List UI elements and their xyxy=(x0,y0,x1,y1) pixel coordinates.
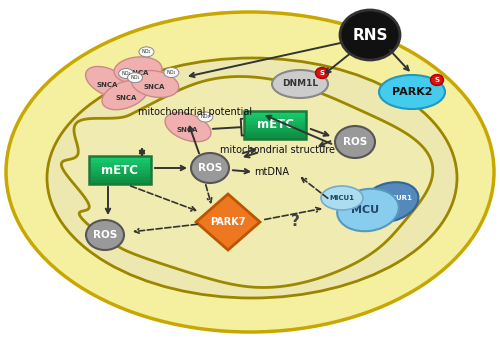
Bar xyxy=(89,166,151,167)
Text: S: S xyxy=(320,70,324,76)
Bar xyxy=(244,118,306,119)
Bar xyxy=(89,163,151,165)
Bar xyxy=(244,133,306,135)
Text: NO₂: NO₂ xyxy=(142,49,151,54)
Ellipse shape xyxy=(430,74,444,85)
Text: mitochondrial potential: mitochondrial potential xyxy=(138,107,252,117)
Bar xyxy=(89,169,151,170)
Bar xyxy=(89,175,151,177)
Polygon shape xyxy=(62,76,433,288)
Ellipse shape xyxy=(165,112,211,142)
Ellipse shape xyxy=(139,47,154,57)
Text: ROS: ROS xyxy=(93,230,117,240)
Text: PARK7: PARK7 xyxy=(210,217,246,227)
Text: MCU: MCU xyxy=(351,205,379,215)
Ellipse shape xyxy=(321,186,363,210)
Bar xyxy=(89,174,151,175)
Bar xyxy=(244,138,306,139)
Text: NO₂: NO₂ xyxy=(130,75,140,80)
Bar xyxy=(89,180,151,181)
Bar xyxy=(89,173,151,174)
Polygon shape xyxy=(196,194,260,250)
Text: mitochondrial structure: mitochondrial structure xyxy=(220,145,336,155)
Text: ROS: ROS xyxy=(343,137,367,147)
Ellipse shape xyxy=(272,70,328,98)
Bar xyxy=(244,121,306,122)
Bar xyxy=(244,135,306,136)
Text: mETC: mETC xyxy=(102,164,138,176)
Bar xyxy=(89,156,151,184)
Ellipse shape xyxy=(379,75,445,109)
Text: DNM1L: DNM1L xyxy=(282,80,318,88)
Bar xyxy=(89,162,151,163)
Ellipse shape xyxy=(191,153,229,183)
Text: mETC: mETC xyxy=(256,119,294,132)
Bar xyxy=(244,128,306,129)
Ellipse shape xyxy=(316,68,328,79)
Ellipse shape xyxy=(102,80,148,110)
Bar xyxy=(89,171,151,173)
Text: S: S xyxy=(434,77,440,83)
Bar xyxy=(244,114,306,115)
Bar xyxy=(244,129,306,131)
Bar xyxy=(244,111,306,139)
Bar xyxy=(244,117,306,118)
Ellipse shape xyxy=(86,220,124,250)
Text: SNCA: SNCA xyxy=(128,70,149,76)
Bar xyxy=(89,178,151,180)
Bar xyxy=(244,119,306,121)
Text: PARK2: PARK2 xyxy=(392,87,432,97)
Bar xyxy=(244,136,306,138)
Bar xyxy=(89,160,151,162)
Bar xyxy=(89,181,151,183)
Ellipse shape xyxy=(86,66,130,98)
Ellipse shape xyxy=(164,68,179,78)
Bar xyxy=(89,156,151,157)
Bar xyxy=(244,111,306,113)
Text: SNCA: SNCA xyxy=(144,84,165,90)
Text: ROS: ROS xyxy=(198,163,222,173)
Text: SNCA: SNCA xyxy=(176,127,198,133)
Bar xyxy=(244,131,306,132)
Bar xyxy=(89,165,151,166)
Bar xyxy=(89,167,151,169)
Ellipse shape xyxy=(128,73,142,83)
Ellipse shape xyxy=(340,10,400,60)
Bar xyxy=(89,157,151,159)
Bar xyxy=(244,132,306,133)
Text: MCUR1: MCUR1 xyxy=(384,195,412,201)
Bar xyxy=(244,124,306,125)
Text: RNS: RNS xyxy=(352,28,388,42)
Ellipse shape xyxy=(132,70,178,98)
Text: mtDNA: mtDNA xyxy=(254,167,290,177)
Bar xyxy=(89,170,151,171)
Ellipse shape xyxy=(362,182,418,222)
Text: NO₂: NO₂ xyxy=(122,71,131,76)
Ellipse shape xyxy=(337,189,399,231)
Bar xyxy=(244,122,306,124)
Bar xyxy=(89,177,151,179)
Text: MICU1: MICU1 xyxy=(330,195,354,201)
Text: NO₂: NO₂ xyxy=(166,70,176,75)
Bar xyxy=(244,126,306,128)
Bar xyxy=(244,115,306,117)
Bar xyxy=(244,125,306,126)
Ellipse shape xyxy=(47,58,457,298)
Text: SNCA: SNCA xyxy=(96,82,118,88)
Ellipse shape xyxy=(6,12,494,332)
Bar xyxy=(89,159,151,160)
Ellipse shape xyxy=(335,126,375,158)
Ellipse shape xyxy=(198,112,213,122)
Bar xyxy=(89,183,151,184)
Ellipse shape xyxy=(114,57,162,83)
Text: ?: ? xyxy=(290,215,300,230)
Ellipse shape xyxy=(118,69,134,79)
Text: NO₂: NO₂ xyxy=(200,115,210,119)
Bar xyxy=(244,113,306,114)
Text: SNCA: SNCA xyxy=(116,95,136,101)
